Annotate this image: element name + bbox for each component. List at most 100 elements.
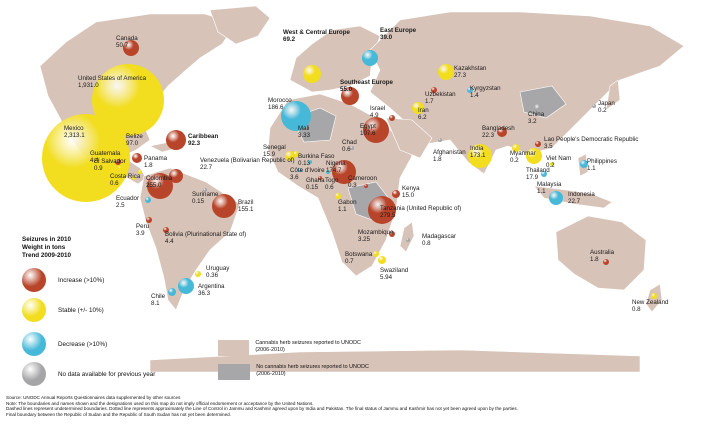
bubble-morocco (281, 101, 311, 131)
land-greenland (209, 5, 271, 45)
label-madagascar: Madagascar 0.8 (422, 233, 456, 247)
bubble-tanzania-united-republic-of (368, 196, 396, 224)
label-name-kenya: Kenya (402, 185, 420, 192)
label-chad: Chad 0.6 (342, 139, 357, 153)
label-name-israel: Israel (370, 105, 385, 112)
label-name-myanmar: Myanmar (510, 150, 536, 157)
label-bangladesh: Bangladesh 22.3 (482, 125, 515, 139)
legend-not-reported: No cannabis herb seizures reported to UN… (218, 364, 378, 380)
label-value-afghanistan: 1.8 (433, 156, 442, 163)
legend-decrease-label: Decrease (>10%) (58, 340, 108, 348)
label-value-chad: 0.6 (342, 146, 351, 153)
label-kenya: Kenya 15.0 (402, 185, 420, 199)
bubble-costa-rica (132, 176, 136, 180)
bubble-kenya (392, 190, 400, 198)
legend-increase-ball (22, 268, 46, 292)
bubble-bolivia-plurinational-state-of (163, 227, 169, 233)
bubble-ecuador (145, 197, 151, 203)
legend-title-line-3: Trend 2009-2010 (22, 252, 72, 259)
bubble-viet-nam (550, 162, 554, 166)
label-value-united-states-of-america: 1,931.0 (78, 82, 99, 89)
label-name-c-te-d-ivoire: Côte d'Ivoire (290, 167, 325, 174)
label-name-swaziland: Swaziland (380, 267, 409, 274)
reported-label: Cannabis herb seizures reported to UNODC… (255, 340, 361, 353)
bubble-united-states-of-america (92, 64, 164, 136)
label-morocco: Morocco 186.6 (268, 97, 292, 111)
bubble-burkina-faso (308, 160, 312, 164)
bubble-indonesia (549, 191, 563, 205)
label-mali: Mali 3.33 (298, 125, 311, 139)
bubble-brazil (212, 194, 236, 218)
label-togo: Togo 0.6 (325, 177, 339, 191)
legend-stable-ball (22, 298, 46, 322)
label-name-kyrgyzstan: Kyrgyzstan (470, 85, 501, 92)
label-canada: Canada 50.7 (116, 35, 138, 49)
label-value-guatemala: 4.4 (90, 157, 99, 164)
bubble-senegal (285, 151, 295, 161)
land-madagascar (399, 221, 415, 253)
label-name-togo: Togo (325, 177, 339, 184)
legend-item-no-data: No data available for previous year (22, 362, 155, 386)
label-afghanistan: Afghanistan 1.8 (433, 149, 466, 163)
label-chile: Chile 8.1 (151, 293, 166, 307)
label-name-senegal: Senegal (263, 144, 286, 151)
label-value-caribbean: 92.3 (188, 140, 201, 147)
label-name-new-zealand: New Zealand (632, 299, 669, 306)
label-west-central-europe: West & Central Europe 69.2 (283, 29, 350, 43)
label-name-chad: Chad (342, 139, 357, 146)
not-reported-label: No cannabis herb seizures reported to UN… (256, 364, 369, 377)
label-east-europe: East Europe 39.0 (380, 27, 417, 41)
bubble-kazakhstan (438, 64, 454, 80)
label-israel: Israel 4.9 (370, 105, 385, 119)
label-cameroon: Cameroon 0.3 (348, 175, 377, 189)
note-boundaries: Note: The boundaries and names shown and… (6, 400, 314, 406)
label-united-states-of-america: United States of America 1,931.0 (78, 75, 147, 89)
label-name-panama: Panama (144, 155, 168, 162)
land-antarctica (149, 349, 641, 373)
label-name-belize: Belize (126, 133, 143, 140)
label-india: India 173.1 (470, 145, 486, 159)
label-botswana: Botswana 0.7 (345, 251, 373, 265)
bubble-c-te-d-ivoire (298, 168, 302, 172)
not-reported-swatch (218, 364, 251, 380)
legend-title: Seizures in 2010 Weight in tons Trend 20… (22, 236, 71, 260)
label-tanzania-united-republic-of: Tanzania (United Republic of) 279.5 (380, 205, 461, 219)
label-name-bangladesh: Bangladesh (482, 125, 515, 132)
legend-item-decrease: Decrease (>10%) (22, 332, 107, 356)
label-name-japan: Japan (598, 100, 615, 107)
legend-reported: Cannabis herb seizures reported to UNODC… (218, 340, 368, 356)
bubble-gabon (335, 193, 341, 199)
label-mozambique: Mozambique 3.25 (358, 229, 394, 243)
bubble-lao-people-s-democratic-republic (535, 141, 541, 147)
legend-stable-label: Stable (+/- 10%) (58, 306, 104, 314)
label-name-ghana: Ghana (306, 177, 325, 184)
bubble-mexico (42, 114, 130, 202)
legend-increase-label: Increase (>10%) (58, 276, 105, 284)
label-name-tanzania-united-republic-of: Tanzania (United Republic of) (380, 205, 461, 212)
label-name-afghanistan: Afghanistan (433, 149, 466, 156)
label-value-bangladesh: 22.3 (482, 132, 495, 139)
label-new-zealand: New Zealand 0.8 (632, 299, 669, 313)
label-name-el-salvador: El Salvador (94, 158, 126, 165)
label-value-southeast-europe: 55.0 (340, 86, 353, 93)
label-value-cameroon: 0.3 (348, 182, 357, 189)
land-arabia (385, 117, 433, 159)
label-name-uruguay: Uruguay (206, 265, 230, 272)
label-name-malaysia: Malaysia (537, 181, 562, 188)
bubble-argentina (178, 278, 194, 294)
label-value-west-central-europe: 69.2 (283, 36, 296, 43)
label-australia: Australia 1.8 (590, 249, 615, 263)
land-japan (605, 79, 621, 111)
bubble-iran (412, 102, 424, 114)
label-value-new-zealand: 0.8 (632, 306, 641, 313)
label-value-costa-rica: 0.6 (110, 180, 119, 187)
label-swaziland: Swaziland 5.94 (380, 267, 409, 281)
label-gabon: Gabon 1.1 (338, 199, 357, 213)
label-name-mexico: Mexico (64, 125, 84, 132)
label-c-te-d-ivoire: Côte d'Ivoire 3.6 (290, 167, 325, 181)
label-name-nigeria: Nigeria (326, 160, 346, 167)
label-kyrgyzstan: Kyrgyzstan 1.4 (470, 85, 501, 99)
label-name-colombia: Colombia (146, 175, 173, 182)
land-australia (555, 215, 647, 291)
